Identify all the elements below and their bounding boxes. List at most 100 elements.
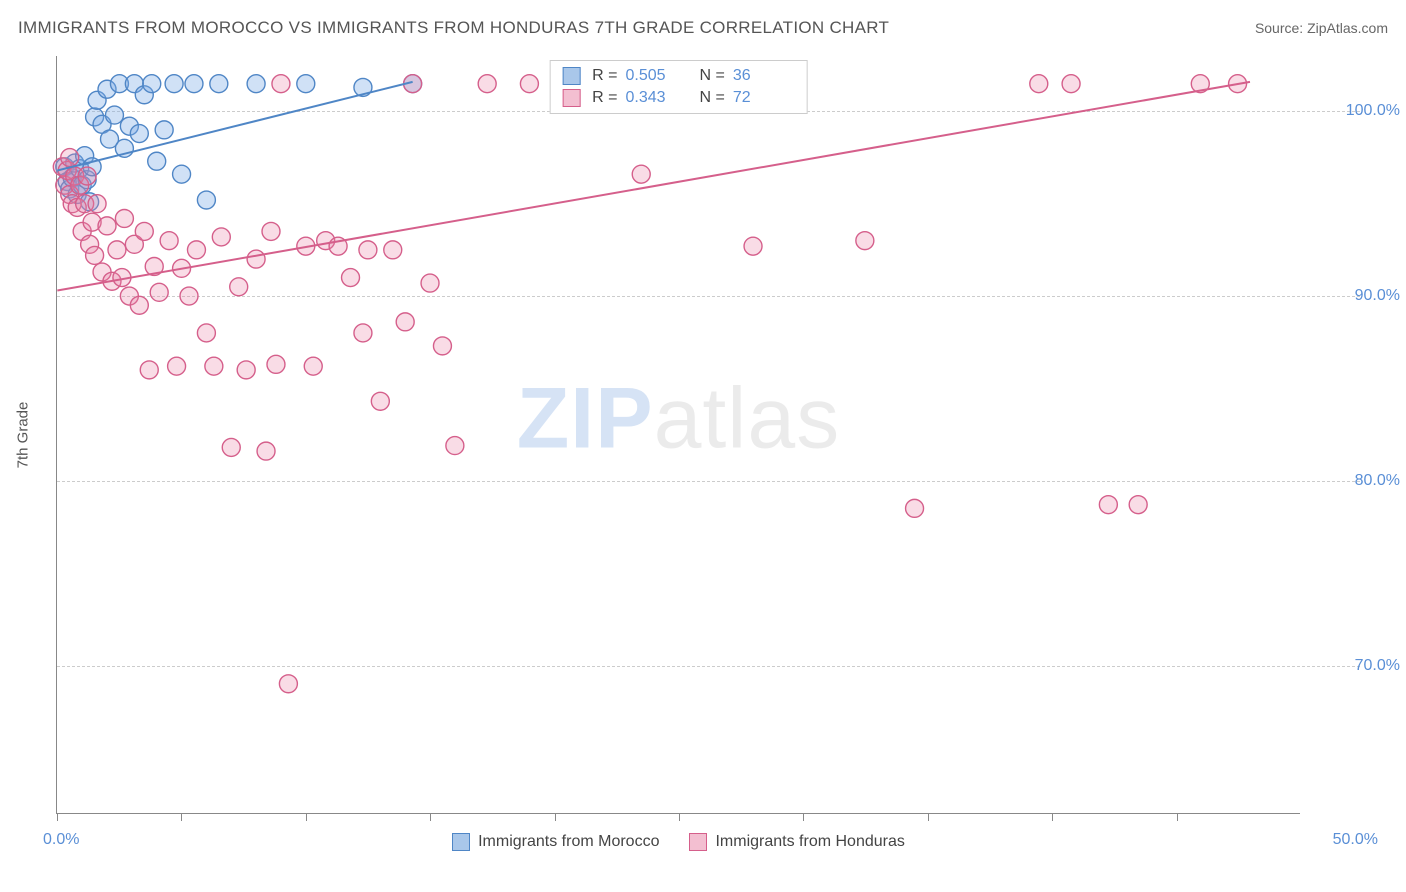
data-point	[384, 241, 402, 259]
source-attribution: Source: ZipAtlas.com	[1255, 20, 1388, 36]
data-point	[267, 355, 285, 373]
title-bar: IMMIGRANTS FROM MOROCCO VS IMMIGRANTS FR…	[18, 18, 1388, 38]
x-tick	[679, 813, 680, 821]
data-point	[1099, 496, 1117, 514]
x-tick	[430, 813, 431, 821]
data-point	[140, 361, 158, 379]
plot-area: 7th Grade ZIPatlas 70.0%80.0%90.0%100.0%…	[56, 56, 1300, 814]
chart-title: IMMIGRANTS FROM MOROCCO VS IMMIGRANTS FR…	[18, 18, 889, 38]
data-point	[98, 217, 116, 235]
x-tick	[1052, 813, 1053, 821]
data-point	[115, 209, 133, 227]
y-tick-label: 70.0%	[1310, 657, 1400, 675]
data-point	[148, 152, 166, 170]
data-point	[446, 437, 464, 455]
data-point	[1062, 75, 1080, 93]
swatch-honduras	[689, 833, 707, 851]
data-point	[257, 442, 275, 460]
data-point	[279, 675, 297, 693]
data-point	[304, 357, 322, 375]
legend-correlation-box: R = 0.505 N = 36 R = 0.343 N = 72	[549, 60, 808, 114]
data-point	[1129, 496, 1147, 514]
data-point	[230, 278, 248, 296]
data-point	[421, 274, 439, 292]
data-point	[632, 165, 650, 183]
data-point	[359, 241, 377, 259]
data-point	[210, 75, 228, 93]
legend-label-morocco: Immigrants from Morocco	[478, 833, 659, 851]
legend-item-morocco: Immigrants from Morocco	[452, 833, 659, 851]
legend-row-honduras: R = 0.343 N = 72	[562, 87, 795, 109]
data-point	[247, 250, 265, 268]
data-point	[906, 499, 924, 517]
data-point	[88, 195, 106, 213]
legend-row-morocco: R = 0.505 N = 36	[562, 65, 795, 87]
data-point	[187, 241, 205, 259]
data-point	[143, 75, 161, 93]
x-tick	[555, 813, 556, 821]
n-label: N =	[700, 89, 725, 107]
r-label: R =	[592, 89, 617, 107]
n-label: N =	[700, 67, 725, 85]
data-point	[744, 237, 762, 255]
y-axis-label: 7th Grade	[15, 401, 32, 468]
data-point	[205, 357, 223, 375]
data-point	[160, 232, 178, 250]
data-point	[108, 241, 126, 259]
x-tick	[57, 813, 58, 821]
data-point	[185, 75, 203, 93]
swatch-morocco	[452, 833, 470, 851]
data-point	[212, 228, 230, 246]
data-point	[272, 75, 290, 93]
data-point	[168, 357, 186, 375]
data-point	[222, 438, 240, 456]
x-tick	[306, 813, 307, 821]
x-tick	[928, 813, 929, 821]
data-point	[262, 222, 280, 240]
data-point	[297, 75, 315, 93]
n-value-morocco: 36	[733, 67, 781, 85]
legend-series: Immigrants from Morocco Immigrants from …	[57, 833, 1300, 851]
legend-item-honduras: Immigrants from Honduras	[689, 833, 904, 851]
data-point	[105, 106, 123, 124]
data-point	[1030, 75, 1048, 93]
x-tick	[181, 813, 182, 821]
data-point	[86, 246, 104, 264]
y-tick-label: 90.0%	[1310, 287, 1400, 305]
legend-label-honduras: Immigrants from Honduras	[715, 833, 904, 851]
scatter-svg	[57, 56, 1300, 813]
data-point	[197, 191, 215, 209]
r-value-morocco: 0.505	[626, 67, 674, 85]
r-label: R =	[592, 67, 617, 85]
data-point	[371, 392, 389, 410]
x-tick	[1177, 813, 1178, 821]
swatch-morocco	[562, 67, 580, 85]
data-point	[61, 149, 79, 167]
data-point	[180, 287, 198, 305]
data-point	[78, 167, 96, 185]
data-point	[520, 75, 538, 93]
data-point	[342, 269, 360, 287]
n-value-honduras: 72	[733, 89, 781, 107]
data-point	[433, 337, 451, 355]
y-tick-label: 80.0%	[1310, 472, 1400, 490]
data-point	[247, 75, 265, 93]
r-value-honduras: 0.343	[626, 89, 674, 107]
data-point	[165, 75, 183, 93]
x-tick	[803, 813, 804, 821]
data-point	[130, 296, 148, 314]
y-tick-label: 100.0%	[1310, 102, 1400, 120]
data-point	[130, 125, 148, 143]
data-point	[856, 232, 874, 250]
swatch-honduras	[562, 89, 580, 107]
data-point	[197, 324, 215, 342]
data-point	[478, 75, 496, 93]
data-point	[237, 361, 255, 379]
x-axis-max-label: 50.0%	[1333, 831, 1378, 849]
data-point	[396, 313, 414, 331]
data-point	[135, 222, 153, 240]
data-point	[155, 121, 173, 139]
data-point	[354, 324, 372, 342]
data-point	[173, 165, 191, 183]
data-point	[150, 283, 168, 301]
